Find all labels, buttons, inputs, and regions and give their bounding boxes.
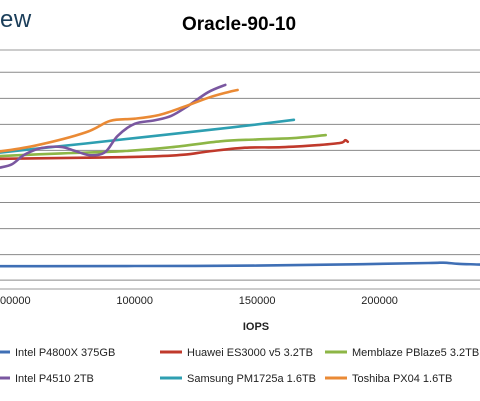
series-line bbox=[0, 83, 227, 169]
plot-area bbox=[0, 49, 480, 290]
legend-label: Intel P4510 2TB bbox=[15, 373, 94, 385]
x-tick-label: 150000 bbox=[239, 295, 276, 307]
legend-item: Samsung PM1725a 1.6TB bbox=[160, 373, 316, 385]
legend-item: Intel P4510 2TB bbox=[0, 373, 94, 385]
legend-label: Samsung PM1725a 1.6TB bbox=[187, 373, 316, 385]
series-line bbox=[0, 138, 350, 161]
legend-item: Toshiba PX04 1.6TB bbox=[325, 373, 452, 385]
x-axis-label: IOPS bbox=[243, 321, 269, 333]
chart-title: Oracle-90-10 bbox=[182, 14, 296, 35]
gridlines bbox=[0, 71, 480, 281]
x-tick-label: 00000 bbox=[0, 295, 31, 307]
series-lines bbox=[0, 83, 480, 268]
legend-item: Huawei ES3000 v5 3.2TB bbox=[160, 347, 313, 359]
x-tick-label: 100000 bbox=[116, 295, 153, 307]
legend-label: Toshiba PX04 1.6TB bbox=[352, 373, 452, 385]
series-line bbox=[0, 261, 480, 268]
x-axis-ticks: 00000 100000 150000 200000 bbox=[0, 295, 398, 307]
series-line bbox=[0, 88, 239, 153]
legend-label: Huawei ES3000 v5 3.2TB bbox=[187, 347, 313, 359]
legend-label: Memblaze PBlaze5 3.2TB bbox=[352, 347, 479, 359]
legend-label: Intel P4800X 375GB bbox=[15, 347, 115, 359]
legend: Intel P4800X 375GB Huawei ES3000 v5 3.2TB… bbox=[0, 347, 479, 385]
plot-border bbox=[0, 49, 480, 290]
legend-item: Memblaze PBlaze5 3.2TB bbox=[325, 347, 479, 359]
legend-item: Intel P4800X 375GB bbox=[0, 347, 115, 359]
brand-logo-text: ew bbox=[0, 6, 32, 33]
x-tick-label: 200000 bbox=[361, 295, 398, 307]
series-line bbox=[0, 133, 327, 158]
